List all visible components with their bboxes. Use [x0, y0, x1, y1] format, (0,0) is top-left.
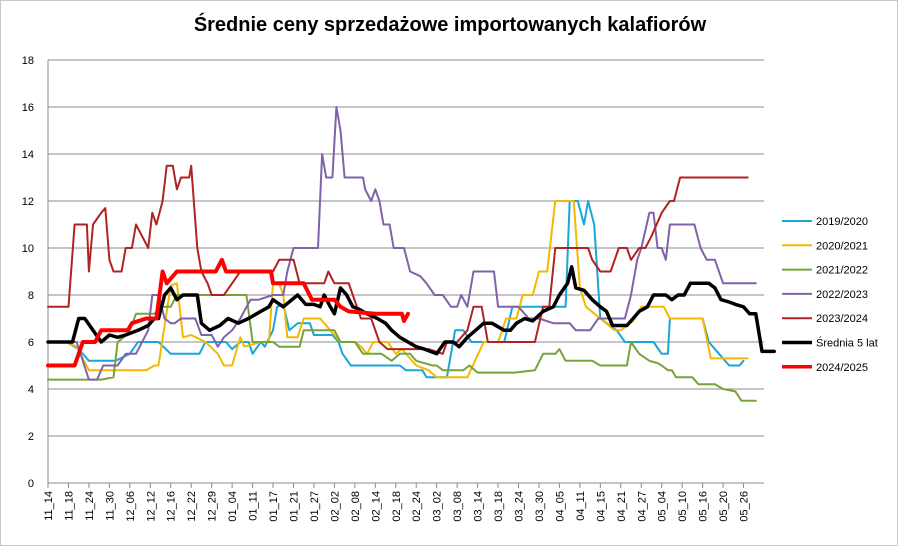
x-tick-label: 11_18 — [63, 491, 75, 521]
legend-label: 2022/2023 — [816, 289, 868, 301]
y-tick-label: 6 — [28, 337, 34, 349]
series-line — [46, 265, 776, 356]
x-tick-label: 12_12 — [145, 491, 157, 522]
x-tick-label: 05_04 — [657, 491, 669, 522]
x-tick-label: 12_16 — [166, 491, 178, 522]
x-tick-label: 01_21 — [288, 491, 300, 522]
y-tick-label: 12 — [22, 196, 34, 208]
x-tick-label: 12_22 — [186, 491, 198, 522]
legend-label: Średnia 5 lat — [816, 337, 878, 350]
x-tick-label: 01_04 — [227, 491, 239, 522]
series-line — [47, 164, 749, 355]
y-tick-label: 16 — [22, 102, 34, 114]
series-lines — [46, 106, 776, 402]
x-tick-label: 04_05 — [554, 491, 566, 522]
legend-label: 2024/2025 — [816, 362, 868, 374]
x-tick-label: 01_27 — [309, 491, 321, 522]
y-tick-label: 14 — [22, 149, 34, 161]
x-tick-label: 04_11 — [575, 491, 587, 521]
x-tick-label: 04_21 — [616, 491, 628, 522]
legend-label: 2021/2022 — [816, 265, 868, 277]
x-tick-label: 11_30 — [104, 491, 116, 521]
series-line — [47, 200, 745, 379]
series-line — [47, 200, 749, 379]
x-tick-label: 05_20 — [718, 491, 730, 522]
x-tick-label: 05_10 — [677, 491, 689, 522]
y-tick-label: 2 — [28, 431, 34, 443]
x-tick-label: 02_18 — [391, 491, 403, 522]
x-tick-label: 02_24 — [411, 491, 423, 522]
x-tick-label: 01_17 — [268, 491, 280, 522]
chart-title: Średnie ceny sprzedażowe importowanych k… — [193, 14, 707, 36]
x-tick-label: 02_02 — [329, 491, 341, 522]
x-tick-label: 04_27 — [636, 491, 648, 522]
x-tick-label: 02_08 — [350, 491, 362, 522]
y-tick-label: 8 — [28, 290, 34, 302]
x-tick-label: 12_06 — [125, 491, 137, 522]
y-tick-label: 4 — [28, 384, 34, 396]
y-tick-label: 10 — [22, 243, 34, 255]
x-tick-label: 03_02 — [432, 491, 444, 522]
x-tick-label: 02_14 — [370, 491, 382, 522]
series-line — [47, 106, 757, 381]
x-tick-label: 05_16 — [698, 491, 710, 522]
x-tick-label: 11_24 — [84, 491, 96, 521]
y-tick-label: 0 — [28, 478, 34, 490]
x-tick-label: 03_18 — [493, 491, 505, 522]
legend-label: 2023/2024 — [816, 313, 868, 325]
series-line — [47, 294, 757, 402]
x-tick-label: 03_14 — [473, 491, 485, 522]
y-tick-label: 18 — [22, 55, 34, 67]
x-tick-label: 12_29 — [207, 491, 219, 522]
x-tick-label: 04_15 — [595, 491, 607, 522]
axes: 0 2 4 6 8 10 12 14 16 18 11_14 11_18 11_24 11_30 12_06… — [22, 55, 764, 522]
series-line — [46, 257, 410, 368]
x-tick-label: 03_08 — [452, 491, 464, 522]
x-tick-label: 05_26 — [739, 491, 751, 522]
x-tick-label: 03_24 — [514, 491, 526, 522]
x-tick-label: 01_11 — [248, 491, 260, 521]
legend: 2019/2020 2020/2021 2021/2022 2022/2023 2023… — [782, 216, 878, 374]
legend-label: 2020/2021 — [816, 240, 868, 252]
x-tick-label: 03_30 — [534, 491, 546, 522]
legend-label: 2019/2020 — [816, 216, 868, 228]
x-tick-label: 11_14 — [43, 491, 55, 521]
